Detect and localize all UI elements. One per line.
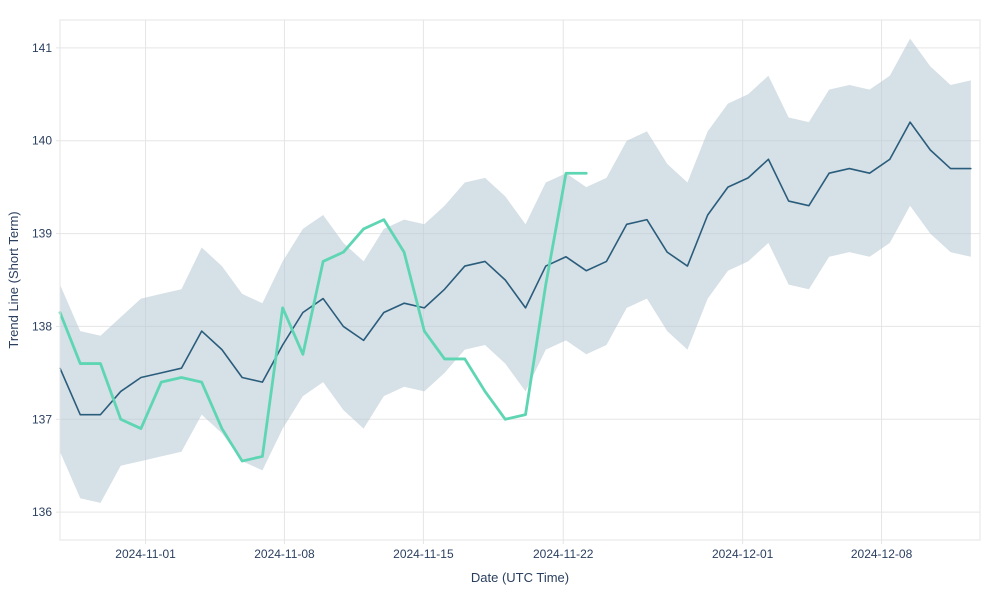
y-tick-label: 141 [32, 41, 52, 55]
x-tick-label: 2024-11-08 [254, 547, 315, 561]
x-tick-label: 2024-11-01 [115, 547, 176, 561]
trend-chart: 136 137 138 139 140 141 2024-11-01 2024-11-08 20… [0, 0, 1000, 600]
x-tick-label: 2024-11-22 [533, 547, 594, 561]
x-tick-label: 2024-12-01 [712, 547, 774, 561]
x-axis-label: Date (UTC Time) [471, 570, 569, 585]
x-tick-label: 2024-12-08 [851, 547, 913, 561]
y-axis-label: Trend Line (Short Term) [6, 211, 21, 348]
y-tick-label: 139 [32, 227, 52, 241]
y-tick-label: 140 [32, 134, 52, 148]
y-tick-label: 138 [32, 319, 52, 333]
x-tick-label: 2024-11-15 [393, 547, 454, 561]
y-tick-label: 136 [32, 505, 52, 519]
chart-container: 136 137 138 139 140 141 2024-11-01 2024-11-08 20… [0, 0, 1000, 600]
y-tick-label: 137 [32, 412, 52, 426]
